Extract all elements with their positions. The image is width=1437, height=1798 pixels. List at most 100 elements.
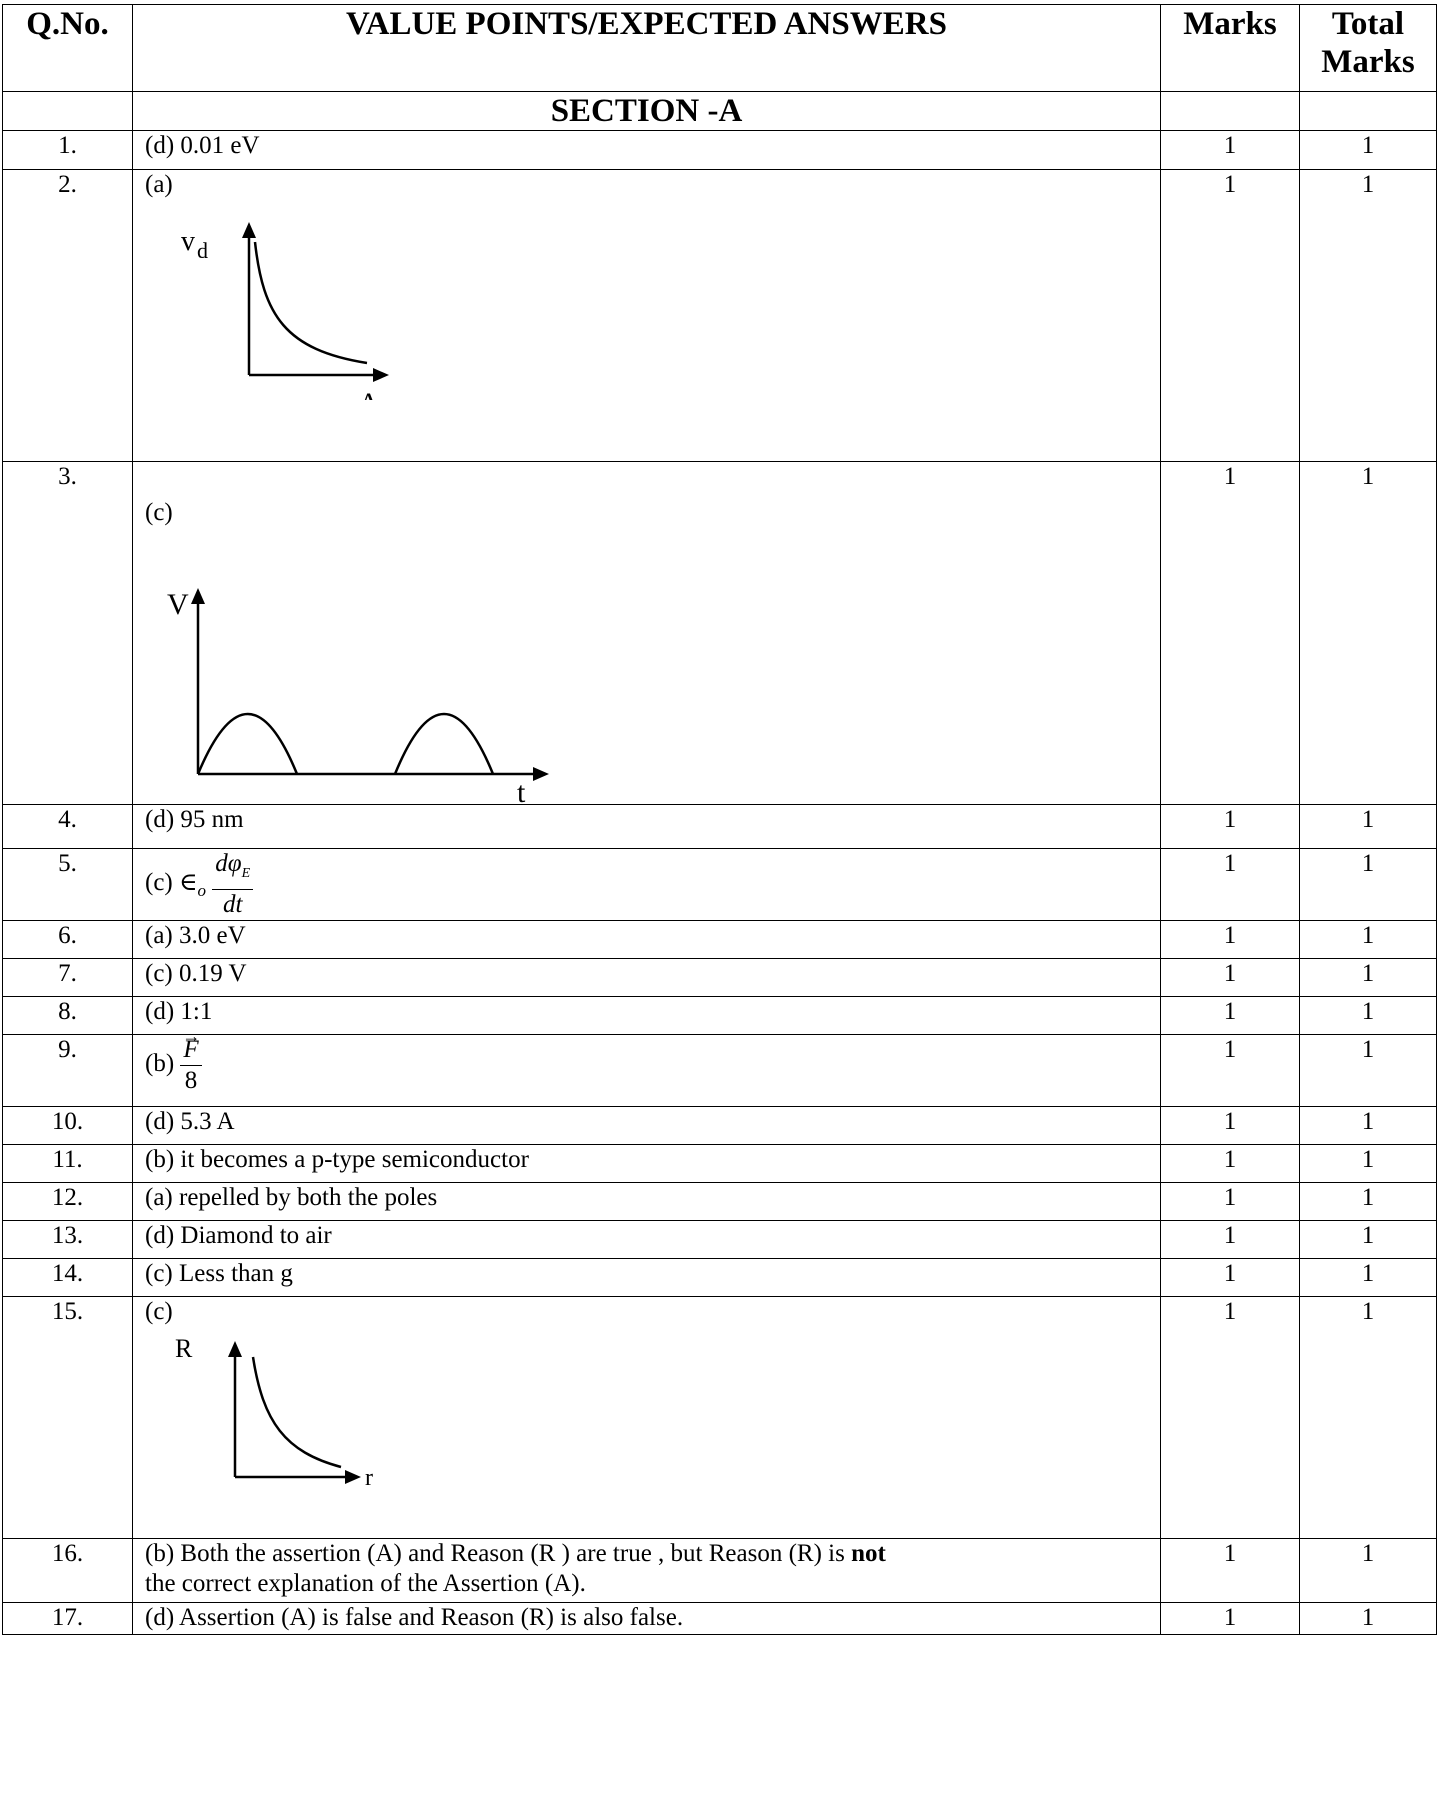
graph-curve <box>251 1356 342 1469</box>
question-number: 15. <box>2 1296 133 1539</box>
table-row: 16. (b) Both the assertion (A) and Reaso… <box>2 1538 1437 1603</box>
marks-value: 1 <box>1160 920 1300 959</box>
question-number: 12. <box>2 1182 133 1221</box>
answer-text: (d) Diamond to air <box>132 1220 1161 1259</box>
table-row: 4. (d) 95 nm 1 1 <box>2 804 1437 849</box>
resistance-vs-radius-graph: R r <box>175 1334 373 1491</box>
total-marks-value: 1 <box>1299 848 1437 921</box>
fraction-numerator: dφ <box>215 850 242 877</box>
table-row: 8. (d) 1:1 1 1 <box>2 996 1437 1035</box>
table-row: 12. (a) repelled by both the poles 1 1 <box>2 1182 1437 1221</box>
answer-text: (a) repelled by both the poles <box>132 1182 1161 1221</box>
table-row: 14. (c) Less than g 1 1 <box>2 1258 1437 1297</box>
table-row: 3. (c) V t 1 1 <box>2 461 1437 805</box>
answer-subscript: o <box>197 881 207 901</box>
fraction-denominator: 8 <box>184 1067 198 1094</box>
table-row: 13. (d) Diamond to air 1 1 <box>2 1220 1437 1259</box>
question-number: 16. <box>2 1538 133 1603</box>
question-number: 3. <box>2 461 133 805</box>
question-number: 9. <box>2 1034 133 1107</box>
marks-value: 1 <box>1160 1034 1300 1107</box>
answer-text-continued: the correct explanation of the Assertion… <box>145 1570 586 1597</box>
total-marks-value: 1 <box>1299 1144 1437 1183</box>
graph-ylabel: R <box>175 1334 193 1363</box>
graph-hump-2 <box>393 713 495 775</box>
marks-value: 1 <box>1160 169 1300 462</box>
total-marks-value: 1 <box>1299 1296 1437 1539</box>
table-row: 2. (a) v d A 1 1 <box>2 169 1437 462</box>
answer-text: (b) <box>145 1050 175 1078</box>
total-marks-value: 1 <box>1299 920 1437 959</box>
total-marks-value: 1 <box>1299 169 1437 462</box>
drift-velocity-vs-area-graph: v d A <box>181 222 389 400</box>
table-row: 11. (b) it becomes a p-type semiconducto… <box>2 1144 1437 1183</box>
answer-text: (c) <box>145 1298 173 1325</box>
section-title: SECTION -A <box>132 91 1161 131</box>
graph-y-arrow <box>228 1341 242 1357</box>
graph-x-arrow <box>373 368 389 382</box>
marks-value: 1 <box>1160 130 1300 170</box>
marks-value: 1 <box>1160 958 1300 997</box>
fraction: dφE dt <box>212 849 254 920</box>
table-row: 9. (b) → F 8 1 1 <box>2 1026 1437 1107</box>
table-row: 15. (c) R r 1 1 <box>2 1296 1437 1539</box>
fraction-numerator: F <box>183 1036 199 1063</box>
marks-value: 1 <box>1160 1296 1300 1539</box>
total-marks-value: 1 <box>1299 804 1437 849</box>
marks-value: 1 <box>1160 461 1300 805</box>
marks-value: 1 <box>1160 1258 1300 1297</box>
answer-text: (a) <box>145 171 173 198</box>
marking-scheme-table: Q.No. VALUE POINTS/EXPECTED ANSWERS Mark… <box>2 4 1437 1635</box>
marks-value: 1 <box>1160 996 1300 1035</box>
answer-text: (c) 0.19 V <box>132 958 1161 997</box>
graph-hump-1 <box>196 713 299 775</box>
header-total-marks: Total Marks <box>1299 4 1437 92</box>
fraction: → F 8 <box>180 1026 202 1096</box>
fraction-denominator: dt <box>222 891 243 918</box>
total-marks-value: 1 <box>1299 1538 1437 1603</box>
answer-text: (c) Less than g <box>132 1258 1161 1297</box>
question-number: 8. <box>2 996 133 1035</box>
question-number: 5. <box>2 848 133 921</box>
table-row: 17. (d) Assertion (A) is false and Reaso… <box>2 1602 1437 1635</box>
graph-x-arrow <box>533 767 549 781</box>
total-marks-value: 1 <box>1299 1602 1437 1635</box>
graph-xlabel: r <box>365 1465 373 1491</box>
marks-value: 1 <box>1160 1602 1300 1635</box>
question-number: 17. <box>2 1602 133 1635</box>
graph-ylabel: V <box>167 588 189 621</box>
graph-ylabel: v <box>181 226 195 257</box>
table-row: 10. (d) 5.3 A 1 1 <box>2 1106 1437 1145</box>
vector-arrow-icon: → <box>182 1026 201 1046</box>
answer-text: (c) ∈ <box>145 869 198 897</box>
marks-value: 1 <box>1160 1144 1300 1183</box>
graph-y-arrow <box>242 222 256 238</box>
total-marks-value: 1 <box>1299 1220 1437 1259</box>
marks-value: 1 <box>1160 1220 1300 1259</box>
total-marks-value: 1 <box>1299 1182 1437 1221</box>
question-number: 10. <box>2 1106 133 1145</box>
question-number: 1. <box>2 130 133 170</box>
question-number: 14. <box>2 1258 133 1297</box>
answer-text: (c) <box>145 499 173 526</box>
table-row: 5. (c) ∈o dφE dt 1 1 <box>2 848 1437 921</box>
total-marks-value: 1 <box>1299 1034 1437 1107</box>
answer-text: (b) Both the assertion (A) and Reason (R… <box>145 1540 852 1567</box>
marks-value: 1 <box>1160 1538 1300 1603</box>
answer-text: (d) 0.01 eV <box>132 130 1161 170</box>
total-marks-value: 1 <box>1299 130 1437 170</box>
header-marks: Marks <box>1160 4 1300 92</box>
table-row: 7. (c) 0.19 V 1 1 <box>2 958 1437 997</box>
answer-text: (d) Assertion (A) is false and Reason (R… <box>132 1602 1161 1635</box>
graph-x-arrow <box>345 1470 361 1484</box>
question-number: 13. <box>2 1220 133 1259</box>
answer-text: (d) 1:1 <box>132 996 1161 1035</box>
marks-value: 1 <box>1160 1106 1300 1145</box>
table-row: 1. (d) 0.01 eV 1 1 <box>2 130 1437 170</box>
header-row: Q.No. VALUE POINTS/EXPECTED ANSWERS Mark… <box>2 4 1437 92</box>
marks-value: 1 <box>1160 848 1300 921</box>
marks-value: 1 <box>1160 1182 1300 1221</box>
rectified-voltage-graph: V t <box>167 588 549 804</box>
table-row: 6. (a) 3.0 eV 1 1 <box>2 920 1437 959</box>
answer-text: (d) 5.3 A <box>132 1106 1161 1145</box>
